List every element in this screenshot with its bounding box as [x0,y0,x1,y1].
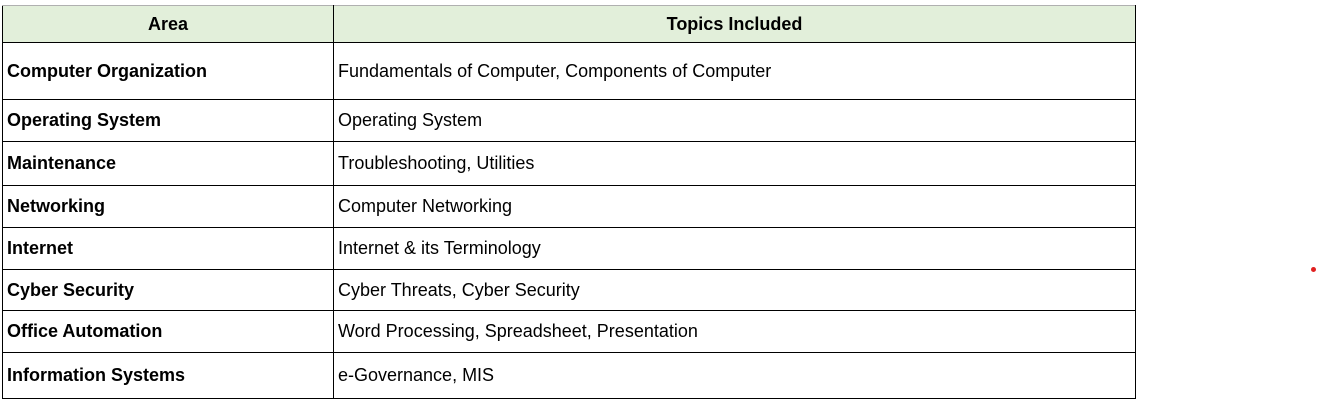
area-cell: Information Systems [2,352,334,399]
area-cell: Maintenance [2,141,334,186]
area-cell: Networking [2,185,334,228]
header-topics: Topics Included [333,5,1136,43]
header-area: Area [2,5,334,43]
red-marker-dot [1311,267,1316,272]
topics-cell: Cyber Threats, Cyber Security [333,269,1136,311]
topics-table: Area Topics Included Computer Organizati… [2,5,1136,399]
topics-cell: Internet & its Terminology [333,227,1136,270]
table-row: Networking Computer Networking [2,185,1136,228]
table-row: Internet Internet & its Terminology [2,227,1136,270]
area-cell: Operating System [2,99,334,142]
table-row: Maintenance Troubleshooting, Utilities [2,141,1136,186]
area-cell: Computer Organization [2,42,334,100]
topics-cell: e-Governance, MIS [333,352,1136,399]
table-row: Office Automation Word Processing, Spread… [2,310,1136,353]
table-row: Cyber Security Cyber Threats, Cyber Secur… [2,269,1136,311]
area-cell: Internet [2,227,334,270]
table-row: Information Systems e-Governance, MIS [2,352,1136,399]
table-row: Computer Organization Fundamentals of Com… [2,42,1136,100]
topics-cell: Word Processing, Spreadsheet, Presentati… [333,310,1136,353]
topics-cell: Troubleshooting, Utilities [333,141,1136,186]
area-cell: Office Automation [2,310,334,353]
topics-cell: Operating System [333,99,1136,142]
area-cell: Cyber Security [2,269,334,311]
topics-cell: Fundamentals of Computer, Components of … [333,42,1136,100]
header-row: Area Topics Included [2,5,1136,43]
table-row: Operating System Operating System [2,99,1136,142]
topics-cell: Computer Networking [333,185,1136,228]
